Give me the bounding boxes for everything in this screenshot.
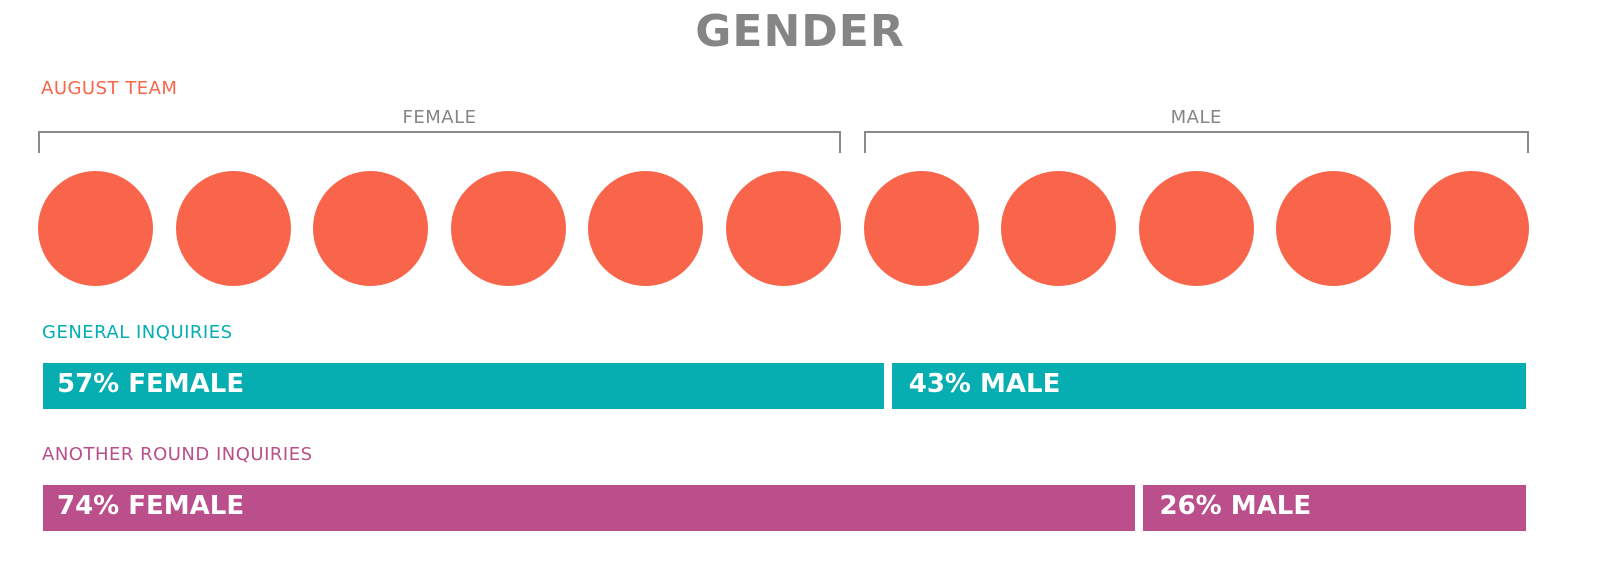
general-male-bar: 43% MALE [891, 363, 1526, 409]
person-circle [863, 171, 979, 286]
page-title: GENDER [695, 6, 905, 57]
team-section-label: AUGUST TEAM [41, 78, 178, 99]
another-male-bar-label: 26% MALE [1159, 491, 1312, 521]
person-circle [313, 171, 429, 286]
person-circle [450, 171, 566, 286]
person-circle [38, 171, 153, 286]
female-group-label: FEMALE [402, 107, 477, 128]
another-female-bar: 74% FEMALE [43, 485, 1135, 531]
person-circle [175, 171, 291, 286]
person-circle [1001, 171, 1117, 286]
another-female-bar-label: 74% FEMALE [57, 491, 245, 521]
person-circle [726, 171, 841, 286]
another-round-inquiries-label: ANOTHER ROUND INQUIRIES [42, 444, 313, 465]
person-circle [588, 171, 704, 286]
another-male-bar: 26% MALE [1142, 485, 1526, 531]
general-inquiries-label: GENERAL INQUIRIES [42, 322, 233, 343]
general-female-bar-label: 57% FEMALE [57, 369, 245, 399]
female-group-bracket [38, 131, 841, 153]
general-female-bar: 57% FEMALE [43, 363, 884, 409]
male-group-bracket [863, 131, 1529, 153]
person-circle [1276, 171, 1392, 286]
person-circle [1414, 171, 1529, 286]
male-group-label: MALE [1170, 107, 1222, 128]
person-circle [1138, 171, 1254, 286]
general-male-bar-label: 43% MALE [908, 369, 1061, 399]
